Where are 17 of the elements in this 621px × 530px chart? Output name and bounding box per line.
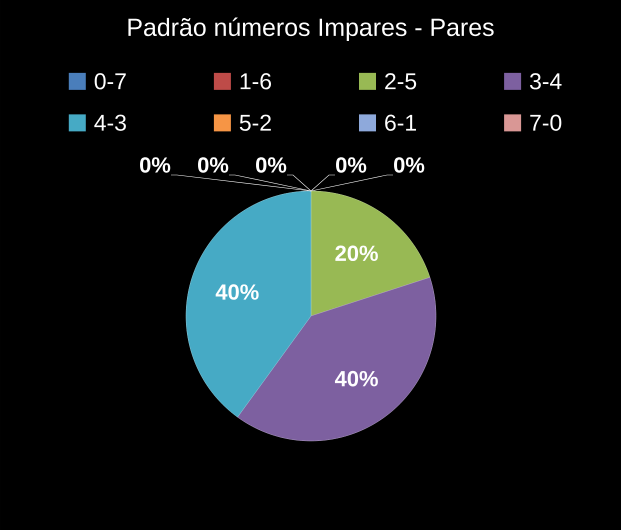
text: 0% [256,157,286,173]
legend-label: 4-3 [94,114,126,131]
data-label: 40% [334,370,378,386]
legend-label: 3-4 [530,73,562,90]
legend-label: 2-5 [385,73,416,90]
chart-title: Padrão números Impares - Pares [128,18,494,42]
text: 0% [198,157,228,173]
text: 0% [336,157,366,173]
legend-label: 5-2 [240,114,271,131]
text: 0% [394,157,424,173]
data-label: 20% [335,246,378,262]
legend-label: 6-1 [385,114,416,131]
legend-label: 1-6 [240,73,271,90]
legend-label: 7-0 [530,114,562,131]
data-label: 40% [216,284,259,300]
legend-label: 0-7 [94,73,126,90]
text: 0% [140,157,170,173]
